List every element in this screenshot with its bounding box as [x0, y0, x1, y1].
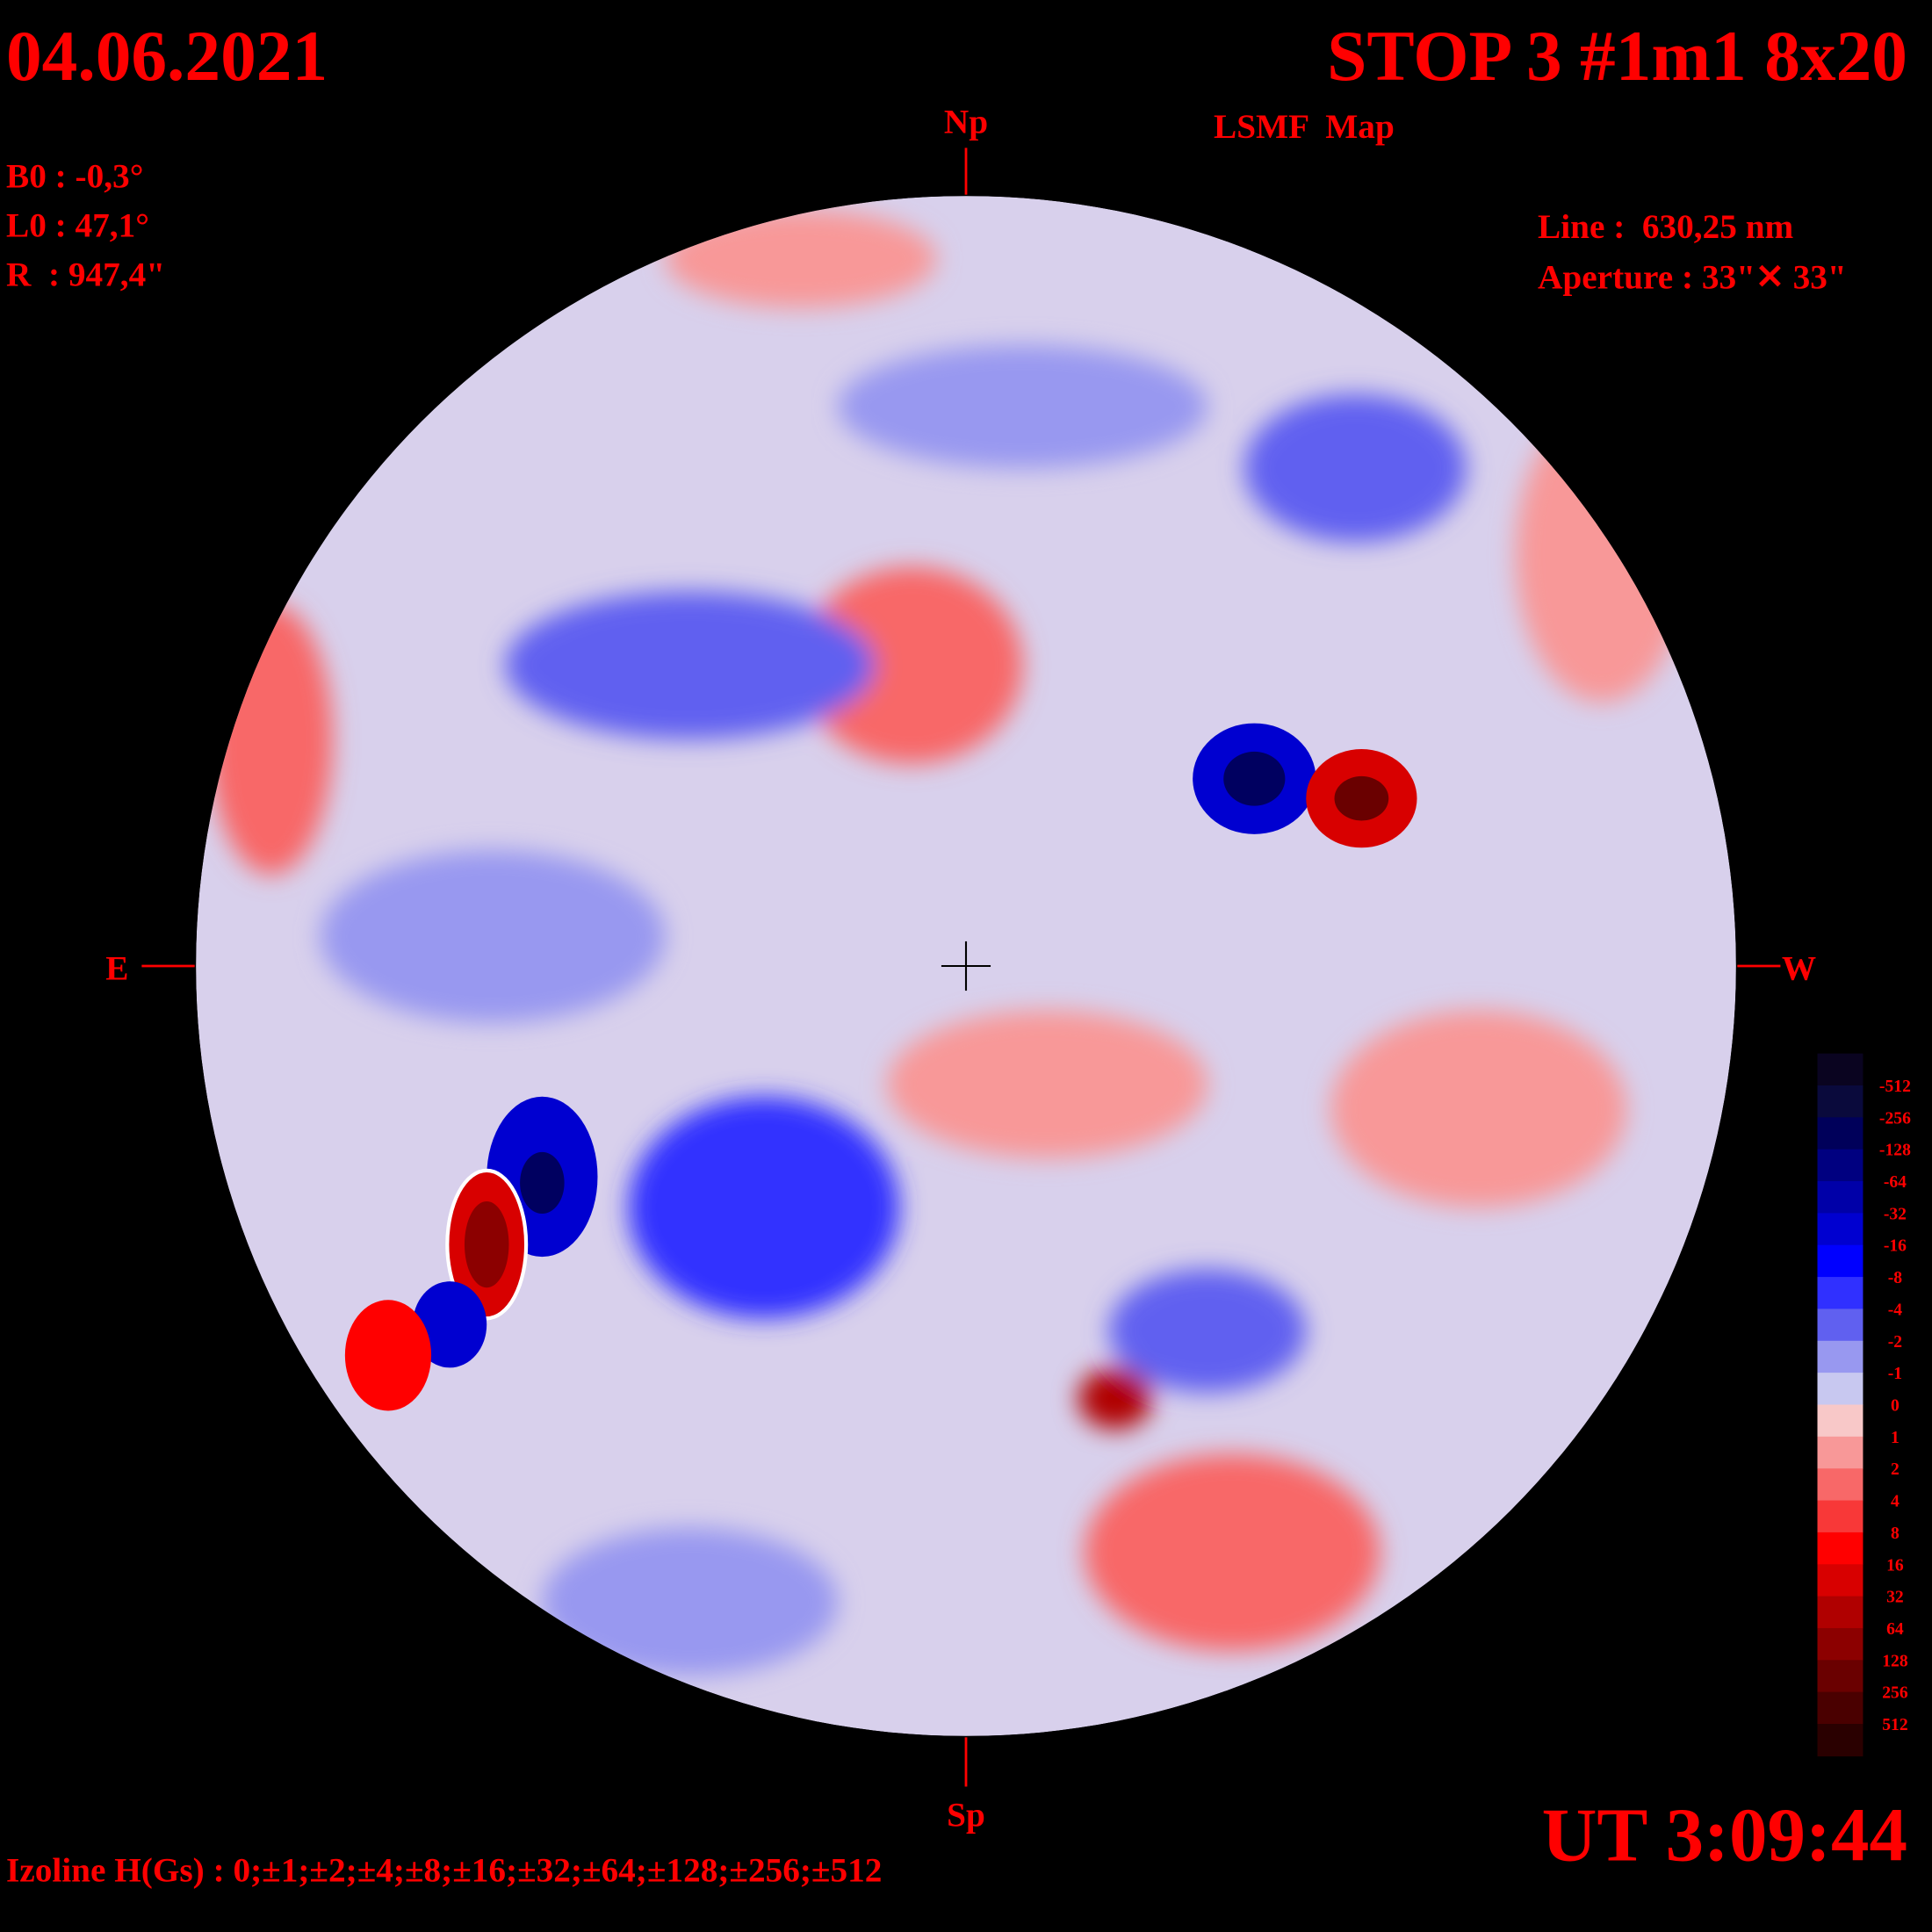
colorbar-label: -64	[1884, 1172, 1907, 1192]
colorbar: -512 -256 -128 -64 -32 -16 -8 -4 -2 -1 0 1 2 4 8 16 32 64…	[1817, 1053, 1911, 1757]
colorbar-label: 32	[1886, 1588, 1904, 1607]
title: STOP 3 #1m1 8x20	[1327, 16, 1907, 96]
colorbar-label: -128	[1879, 1141, 1911, 1160]
colorbar-label: 1	[1891, 1428, 1900, 1447]
colorbar-label: -4	[1888, 1300, 1903, 1319]
colorbar-band	[1817, 1053, 1864, 1086]
aperture: Aperture : 33"✕ 33"	[1538, 258, 1847, 296]
izoline: Izoline H(Gs) : 0;±1;±2;±4;±8;±16;±32;±6…	[6, 1851, 882, 1889]
ut-time: UT 3:09:44	[1542, 1792, 1907, 1878]
colorbar-label: 4	[1891, 1492, 1900, 1511]
colorbar-label: 512	[1882, 1715, 1907, 1734]
colorbar-band	[1817, 1627, 1864, 1662]
east: E	[105, 949, 128, 987]
colorbar-band	[1817, 1149, 1864, 1182]
center-cross	[941, 941, 991, 991]
colorbar-band	[1817, 1404, 1864, 1438]
colorbar-band	[1817, 1724, 1864, 1757]
colorbar-band	[1817, 1340, 1864, 1373]
colorbar-label: -8	[1888, 1268, 1903, 1287]
colorbar-band	[1817, 1564, 1864, 1597]
b0: B0 : -0,3°	[6, 157, 143, 195]
colorbar-label: 0	[1891, 1396, 1900, 1416]
colorbar-band	[1817, 1691, 1864, 1725]
colorbar-band	[1817, 1117, 1864, 1150]
radius: R : 947,4"	[6, 256, 165, 294]
colorbar-band	[1817, 1500, 1864, 1533]
colorbar-label: -512	[1879, 1077, 1911, 1096]
colorbar-band	[1817, 1308, 1864, 1342]
colorbar-band	[1817, 1373, 1864, 1406]
colorbar-band	[1817, 1660, 1864, 1693]
colorbar-label: 64	[1886, 1619, 1904, 1639]
west: W	[1782, 949, 1816, 987]
colorbar-label: 128	[1882, 1651, 1908, 1670]
line: Line : 630,25 nm	[1538, 208, 1794, 246]
subtitle: LSMF Map	[1214, 108, 1395, 146]
axis-ticks	[141, 148, 1781, 1787]
colorbar-band	[1817, 1277, 1864, 1310]
colorbar-label: 16	[1886, 1555, 1904, 1575]
l0: L0 : 47,1°	[6, 206, 149, 244]
colorbar-label: 2	[1891, 1460, 1900, 1479]
colorbar-band	[1817, 1596, 1864, 1629]
colorbar-band	[1817, 1181, 1864, 1215]
colorbar-label: -16	[1884, 1236, 1907, 1256]
south: Sp	[947, 1796, 985, 1834]
colorbar-band	[1817, 1532, 1864, 1565]
colorbar-band	[1817, 1085, 1864, 1119]
colorbar-band	[1817, 1244, 1864, 1278]
colorbar-band	[1817, 1436, 1864, 1469]
colorbar-label: 256	[1882, 1683, 1908, 1703]
colorbar-label: 8	[1891, 1524, 1900, 1543]
colorbar-band	[1817, 1213, 1864, 1246]
colorbar-band	[1817, 1468, 1864, 1502]
north: Np	[944, 104, 988, 141]
colorbar-label: -1	[1888, 1364, 1902, 1383]
colorbar-label: -256	[1879, 1108, 1911, 1128]
colorbar-label: -2	[1888, 1332, 1902, 1352]
date: 04.06.2021	[6, 16, 328, 96]
colorbar-label: -32	[1884, 1204, 1907, 1223]
